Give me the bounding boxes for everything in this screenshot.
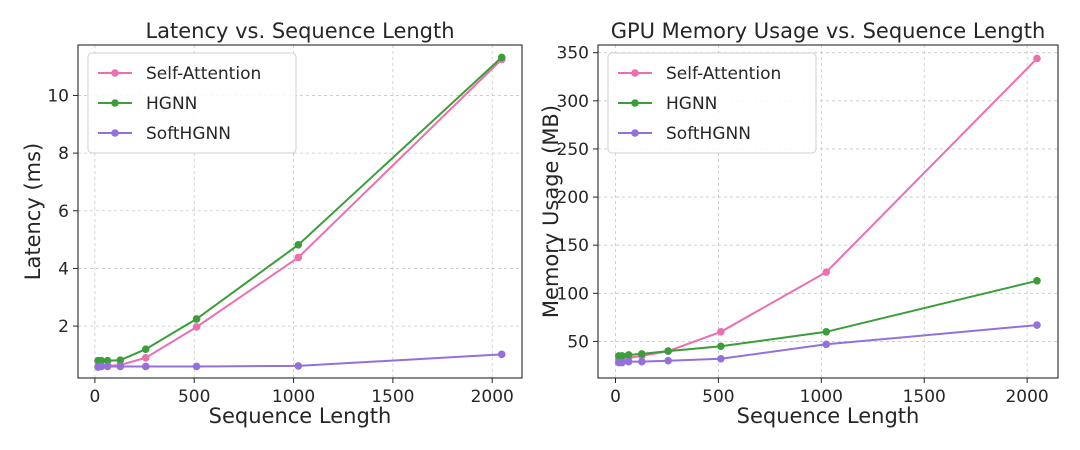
data-point bbox=[141, 345, 150, 353]
chart-title: GPU Memory Usage vs. Sequence Length bbox=[611, 19, 1046, 43]
legend-box bbox=[87, 52, 297, 154]
x-axis-label: Sequence Length bbox=[737, 404, 920, 428]
y-tick-label: 350 bbox=[557, 44, 589, 64]
legend-swatch-marker bbox=[631, 69, 639, 77]
legend-label: Self-Attention bbox=[666, 64, 781, 84]
data-point bbox=[103, 362, 112, 371]
y-tick-label: 200 bbox=[557, 188, 589, 208]
data-point bbox=[822, 340, 831, 349]
x-axis-label: Sequence Length bbox=[209, 404, 392, 428]
data-point bbox=[664, 356, 672, 365]
legend-label: HGNN bbox=[666, 94, 717, 114]
data-point bbox=[1033, 276, 1041, 285]
data-point bbox=[97, 356, 106, 365]
data-point bbox=[717, 354, 725, 363]
y-tick-label: 10 bbox=[47, 86, 69, 106]
data-point bbox=[822, 328, 831, 336]
data-point bbox=[624, 357, 633, 366]
data-point bbox=[822, 268, 831, 276]
y-tick-label: 6 bbox=[58, 202, 69, 222]
data-point bbox=[618, 358, 626, 367]
legend-label: SoftHGNN bbox=[666, 124, 751, 144]
y-tick-label: 8 bbox=[58, 144, 69, 164]
legend-swatch-marker bbox=[631, 99, 639, 107]
y-tick-label: 4 bbox=[58, 259, 69, 279]
x-tick-label: 2000 bbox=[1005, 387, 1048, 407]
chart-panel-1: 0 500 1000 1500 2000 2 4 6 8 10 Latency vs. Sequen… bbox=[21, 19, 523, 428]
legend: Self-Attention HGNN SoftHGNN bbox=[607, 52, 817, 154]
x-tick-label: 2000 bbox=[471, 387, 514, 407]
data-point bbox=[497, 350, 506, 359]
data-point bbox=[624, 351, 633, 359]
data-point bbox=[717, 342, 725, 351]
plot-frame bbox=[597, 44, 1059, 379]
x-tick-label: 500 bbox=[702, 387, 734, 407]
chart-panel-2: 0 500 1000 1500 2000 50 100 150 200 250 300 350 GPU … bbox=[539, 19, 1059, 428]
y-tick-label: 300 bbox=[557, 92, 589, 112]
y-axis-label: Latency (ms) bbox=[21, 143, 45, 280]
y-tick-label: 100 bbox=[557, 284, 589, 304]
data-point bbox=[1033, 54, 1041, 63]
data-point bbox=[192, 315, 201, 323]
legend-swatch-marker bbox=[111, 69, 119, 77]
chart-title: Latency vs. Sequence Length bbox=[145, 19, 454, 43]
y-tick-label: 150 bbox=[557, 236, 589, 256]
legend-swatch-marker bbox=[111, 99, 119, 107]
x-tick-label: 1000 bbox=[272, 387, 315, 407]
data-point bbox=[717, 328, 725, 336]
legend-box bbox=[607, 52, 817, 154]
data-point bbox=[1033, 321, 1041, 329]
data-point bbox=[664, 347, 672, 355]
data-point bbox=[141, 362, 150, 371]
data-point bbox=[103, 356, 112, 365]
legend-label: Self-Attention bbox=[146, 64, 261, 84]
legend-label: SoftHGNN bbox=[146, 124, 231, 144]
data-point bbox=[116, 362, 125, 371]
y-tick-label: 250 bbox=[557, 140, 589, 160]
x-tick-label: 500 bbox=[178, 387, 210, 407]
legend: Self-Attention HGNN SoftHGNN bbox=[87, 52, 297, 154]
data-point bbox=[192, 323, 201, 331]
data-point bbox=[618, 352, 626, 360]
legend-label: HGNN bbox=[146, 94, 197, 114]
data-point bbox=[141, 354, 150, 362]
data-point bbox=[638, 350, 646, 358]
data-point bbox=[294, 253, 303, 262]
data-point bbox=[294, 362, 303, 370]
data-point bbox=[497, 53, 506, 62]
data-point bbox=[638, 357, 646, 366]
legend-swatch-marker bbox=[631, 129, 639, 137]
y-tick-label: 50 bbox=[567, 332, 589, 352]
x-tick-label: 1500 bbox=[371, 387, 414, 407]
y-axis-label: Memory Usage (MB) bbox=[539, 105, 563, 318]
x-tick-label: 0 bbox=[89, 387, 100, 407]
x-tick-label: 1500 bbox=[903, 387, 946, 407]
data-point bbox=[97, 362, 106, 371]
y-tick-label: 2 bbox=[58, 317, 69, 337]
data-point bbox=[116, 356, 125, 364]
x-tick-label: 1000 bbox=[800, 387, 843, 407]
plot-frame bbox=[77, 44, 523, 379]
x-tick-label: 0 bbox=[610, 387, 621, 407]
legend-swatch-marker bbox=[111, 129, 119, 137]
data-point bbox=[294, 241, 303, 249]
data-point bbox=[192, 362, 201, 371]
